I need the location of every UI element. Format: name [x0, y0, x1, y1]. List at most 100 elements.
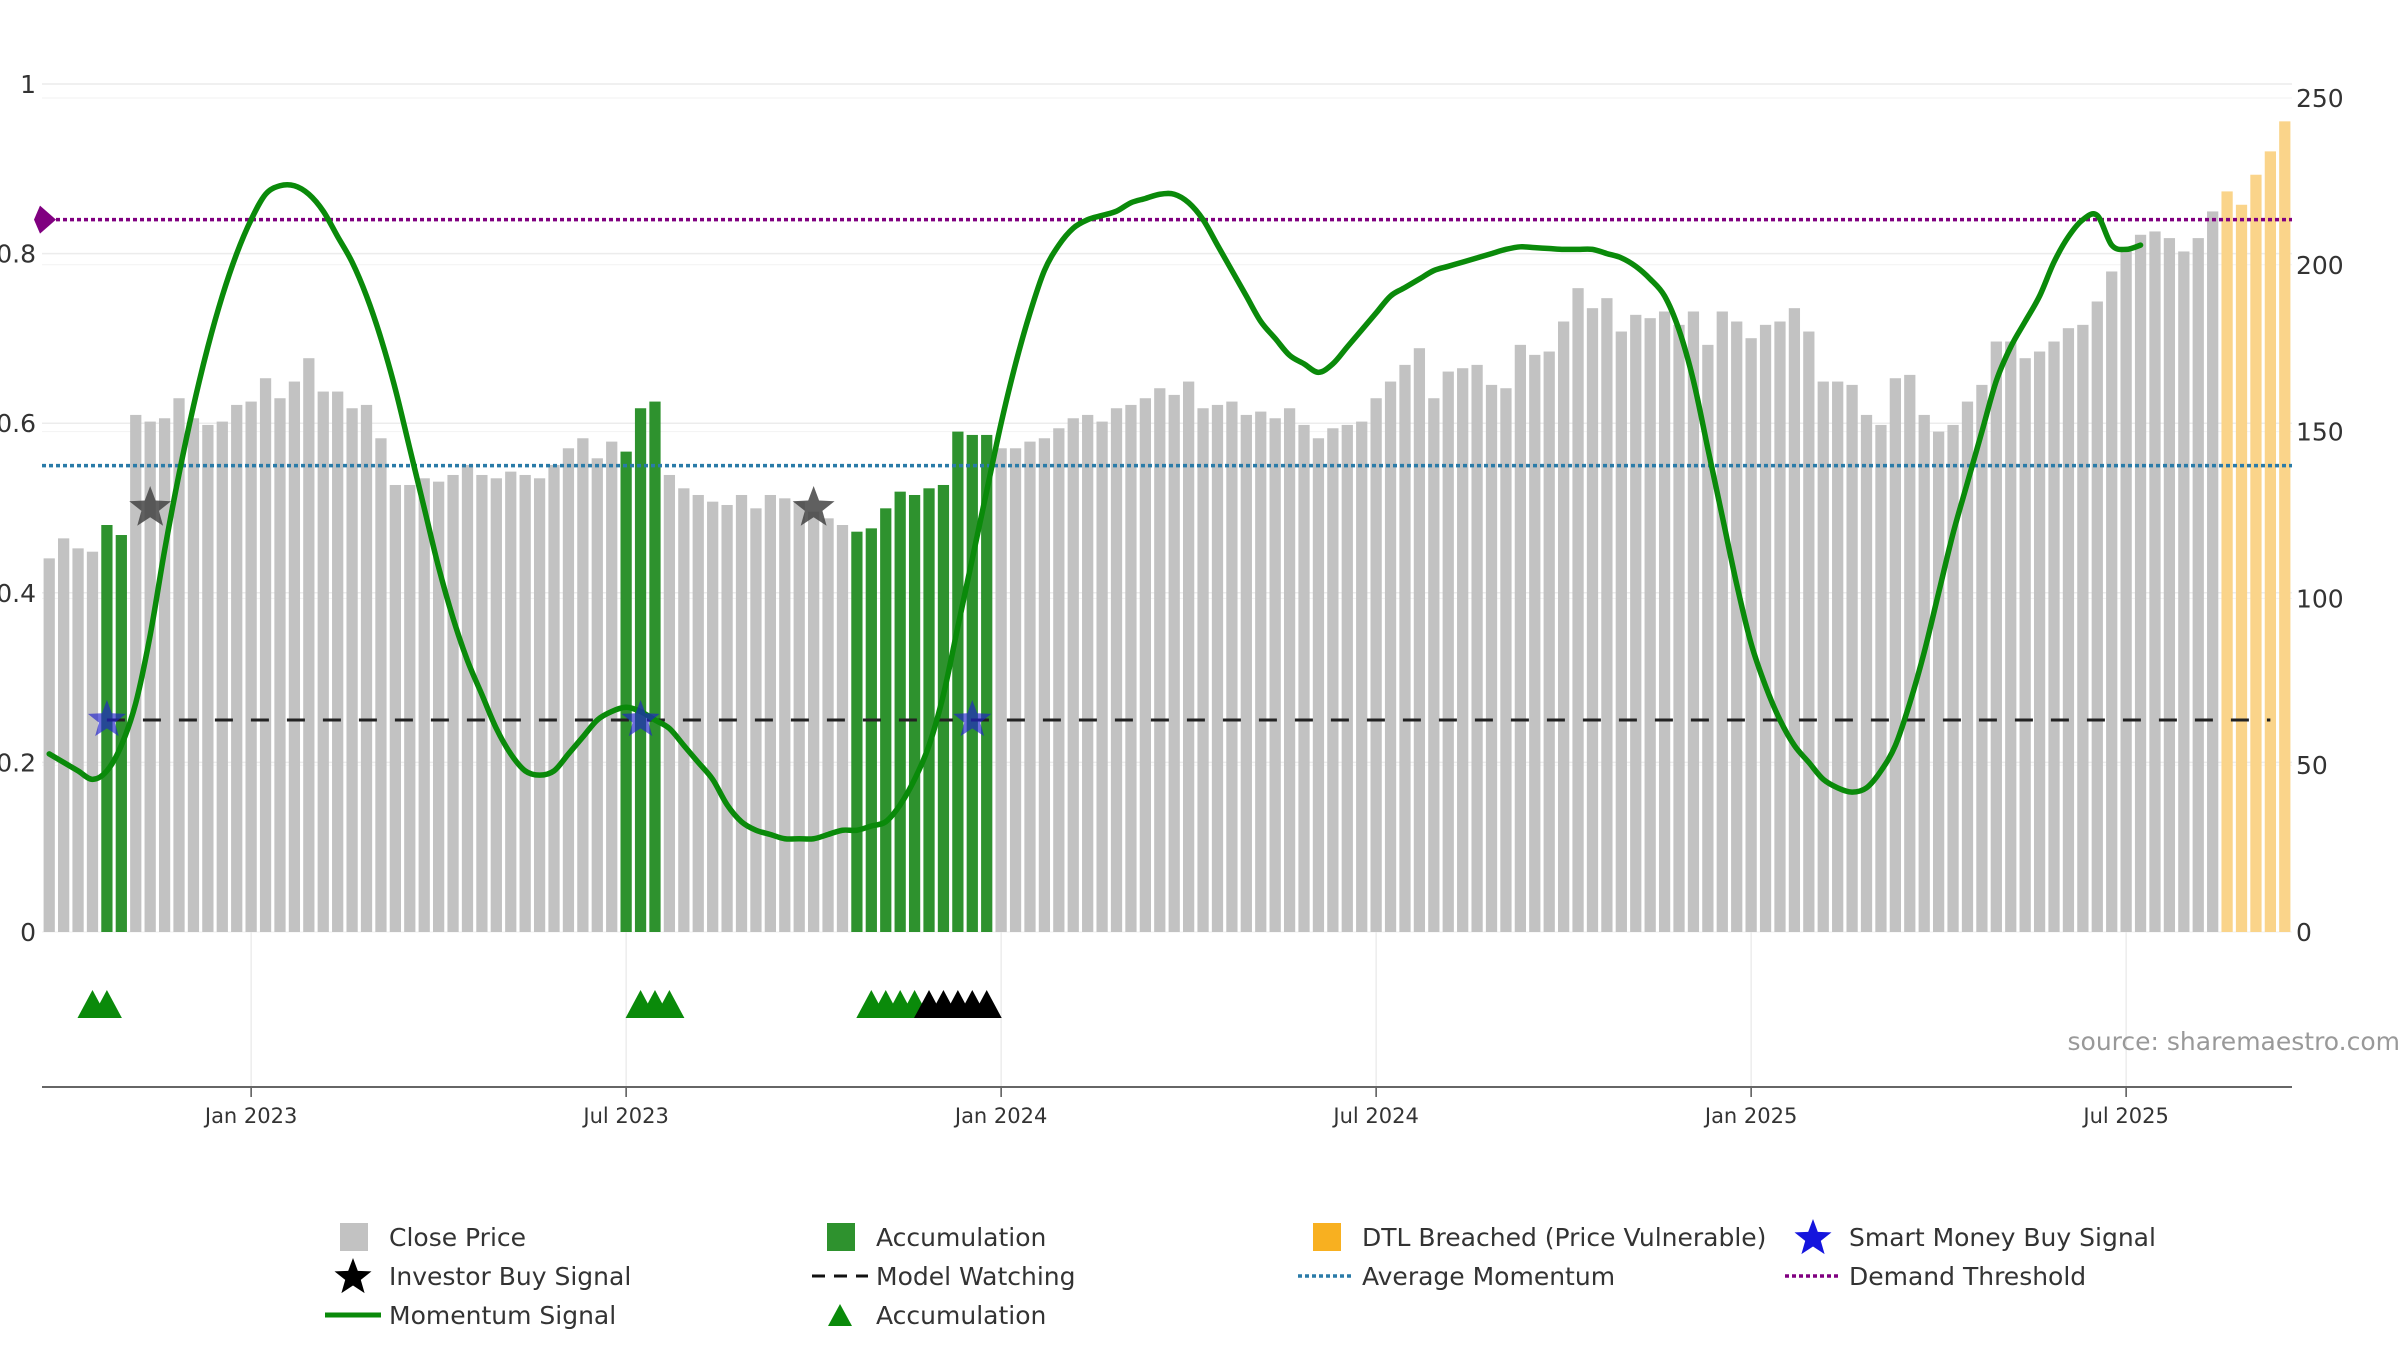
close-price-bar — [2033, 351, 2046, 932]
accumulation-bar — [115, 535, 127, 932]
legend-smart-money[interactable]: Smart Money Buy Signal — [1785, 1218, 2156, 1256]
close-price-bar — [1976, 384, 1988, 932]
momentum-series — [46, 181, 2144, 842]
close-price-bar — [533, 478, 546, 932]
close-price-bar — [1529, 354, 1541, 932]
legend-dtl-breached[interactable]: DTL Breached (Price Vulnerable) — [1298, 1218, 1766, 1256]
close-price-bar — [1442, 371, 1454, 932]
legend-demand-threshold[interactable]: Demand Threshold — [1785, 1257, 2086, 1295]
close-price-bar — [2207, 211, 2219, 932]
close-price-bar — [1716, 311, 1728, 932]
close-price-bar — [1240, 414, 1252, 932]
close-price-bar — [144, 421, 156, 932]
close-price-bar — [1759, 324, 1772, 932]
legend-average-momentum[interactable]: Average Momentum — [1298, 1257, 1615, 1295]
close-price-bar — [1139, 398, 1151, 932]
legend-close-price[interactable]: Close Price — [325, 1218, 526, 1256]
close-price-bar — [606, 441, 618, 932]
legend-accumulation-triangle-label: Accumulation — [876, 1300, 1047, 1330]
close-price-bar — [1615, 331, 1627, 932]
close-price-bar — [1832, 381, 1844, 932]
legend-model-watching[interactable]: Model Watching — [812, 1257, 1076, 1295]
close-price-bar — [1082, 414, 1094, 932]
close-price-bar — [678, 488, 690, 932]
grey-square-icon — [325, 1218, 381, 1256]
close-price-bar — [360, 404, 373, 932]
legend-model-watching-label: Model Watching — [876, 1261, 1076, 1291]
close-price-bar — [86, 551, 99, 932]
dtl-breached-bar — [2221, 191, 2233, 932]
close-price-bar — [707, 501, 719, 932]
close-price-bar — [1211, 404, 1224, 932]
accumulation-bar — [894, 491, 906, 932]
x-tick-label: Jan 2024 — [953, 1104, 1048, 1128]
close-price-bar — [2106, 271, 2118, 932]
accumulation-triangle — [91, 990, 122, 1018]
legend-smart-money-label: Smart Money Buy Signal — [1849, 1222, 2156, 1252]
close-price-bar — [2120, 251, 2132, 932]
legend-demand-threshold-label: Demand Threshold — [1849, 1261, 2087, 1291]
accumulation-bar — [966, 434, 978, 932]
close-price-bar — [476, 474, 488, 932]
close-price-bar — [591, 458, 603, 932]
accumulation-bar — [937, 484, 950, 932]
close-price-bar — [1413, 348, 1426, 932]
legend-investor-buy-label: Investor Buy Signal — [389, 1261, 632, 1291]
axes: 0 0.2 0.4 0.6 0.8 1 0 50 100 150 200 250 Jan 2023 Jul… — [0, 70, 2344, 1128]
close-price-bar — [332, 391, 344, 932]
x-tick-label: Jan 2023 — [203, 1104, 298, 1128]
accumulation-bar — [923, 488, 935, 932]
orange-square-icon — [1298, 1218, 1354, 1256]
close-price-bar — [303, 358, 315, 932]
close-price-bar — [1009, 448, 1022, 932]
close-price-bar — [461, 464, 474, 932]
y-left-tick-label: 0.6 — [0, 409, 36, 438]
accumulation-bar — [634, 408, 647, 932]
close-price-bar — [447, 474, 459, 932]
y-right-tick-label: 50 — [2296, 751, 2328, 780]
close-price-bar — [1860, 414, 1873, 932]
close-price-bar — [1024, 441, 1036, 932]
close-price-bar — [1687, 311, 1700, 932]
legend-average-momentum-label: Average Momentum — [1362, 1261, 1616, 1291]
legend-accumulation-triangle[interactable]: Accumulation — [812, 1296, 1046, 1334]
y-right-tick-label: 200 — [2296, 251, 2344, 280]
close-price-bar — [1226, 401, 1238, 932]
close-price-bar — [1283, 408, 1296, 932]
legend-accumulation-bar-label: Accumulation — [876, 1222, 1047, 1252]
close-price-bar — [548, 464, 560, 932]
close-price-bar — [2178, 251, 2190, 932]
close-price-bar — [2192, 238, 2204, 932]
close-price-bar — [418, 478, 430, 932]
close-price-bar — [317, 391, 329, 932]
close-price-bar — [1457, 368, 1469, 932]
legend-accumulation-bar[interactable]: Accumulation — [812, 1218, 1046, 1256]
green-square-icon — [812, 1218, 868, 1256]
close-price-bar — [433, 481, 445, 932]
close-price-bar — [1889, 378, 1901, 932]
legend-investor-buy[interactable]: Investor Buy Signal — [325, 1257, 631, 1295]
close-price-bar — [1904, 374, 1916, 932]
dashed-line-icon — [812, 1257, 868, 1295]
close-price-bar — [505, 471, 517, 932]
legend-momentum-signal[interactable]: Momentum Signal — [325, 1296, 616, 1334]
close-price-bar — [1788, 308, 1801, 933]
close-price-bar — [43, 558, 55, 932]
close-price-bar — [1125, 404, 1137, 932]
y-left-tick-label: 1 — [20, 70, 36, 99]
close-price-bar — [375, 438, 387, 932]
close-price-bar — [2062, 328, 2075, 933]
close-price-bar — [1658, 311, 1671, 932]
close-price-bar — [995, 448, 1007, 932]
accumulation-bar — [851, 531, 863, 932]
close-price-bar — [1918, 414, 1930, 932]
accumulation-bar — [620, 451, 632, 932]
close-price-bar — [808, 511, 820, 932]
close-price-bar — [130, 414, 142, 932]
close-price-bar — [2134, 234, 2147, 932]
dotted-purple-line-icon — [1785, 1257, 1841, 1295]
legend-momentum-signal-label: Momentum Signal — [389, 1300, 617, 1330]
close-price-bar — [1053, 428, 1065, 932]
close-price-bar — [1961, 401, 1974, 932]
